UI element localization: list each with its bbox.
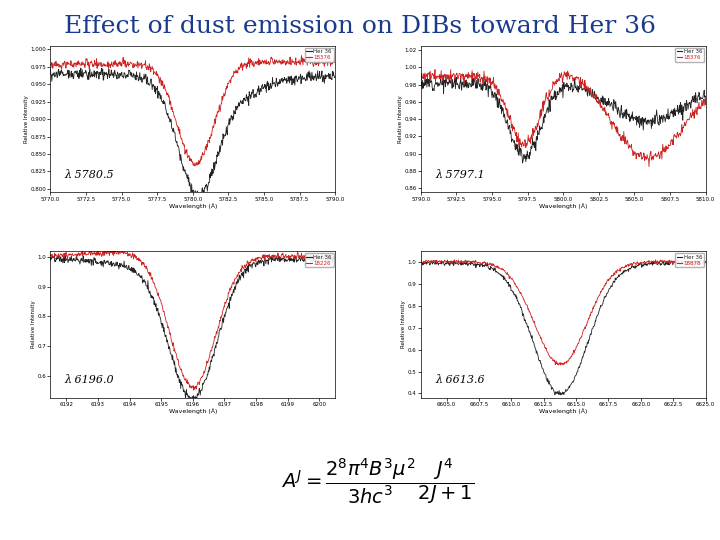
Y-axis label: Relative Intensity: Relative Intensity	[398, 95, 403, 143]
Text: λ 6613.6: λ 6613.6	[435, 375, 485, 385]
X-axis label: Wavelength (Å): Wavelength (Å)	[168, 203, 217, 208]
Legend: Her 36, 18878: Her 36, 18878	[675, 253, 704, 267]
Legend: Her 36, 18226: Her 36, 18226	[305, 253, 333, 267]
Y-axis label: Relative Intensity: Relative Intensity	[402, 301, 406, 348]
Legend: Her 36, 18376: Her 36, 18376	[305, 48, 333, 62]
Text: Effect of dust emission on DIBs toward Her 36: Effect of dust emission on DIBs toward H…	[64, 15, 656, 38]
X-axis label: Wavelength (Å): Wavelength (Å)	[539, 203, 588, 208]
Y-axis label: Relative Intensity: Relative Intensity	[31, 301, 36, 348]
Text: $A^J = \dfrac{2^8 \pi^4 B^3 \mu^2}{3hc^3} \dfrac{J^4}{2J+1}$: $A^J = \dfrac{2^8 \pi^4 B^3 \mu^2}{3hc^3…	[282, 456, 474, 507]
Text: λ 5797.1: λ 5797.1	[435, 170, 485, 180]
X-axis label: Wavelength (Å): Wavelength (Å)	[539, 408, 588, 414]
Legend: Her 36, 18376: Her 36, 18376	[675, 48, 704, 62]
Text: λ 5780.5: λ 5780.5	[65, 170, 114, 180]
X-axis label: Wavelength (Å): Wavelength (Å)	[168, 408, 217, 414]
Text: λ 6196.0: λ 6196.0	[65, 375, 114, 385]
Y-axis label: Relative Intensity: Relative Intensity	[24, 95, 29, 143]
